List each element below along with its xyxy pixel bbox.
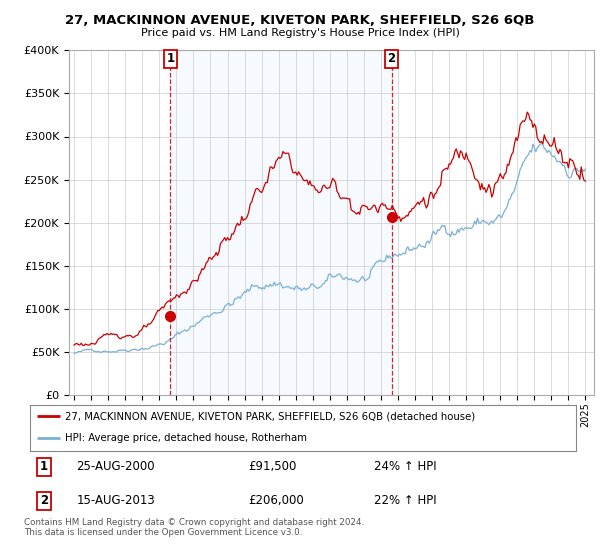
Text: 25-AUG-2000: 25-AUG-2000 — [76, 460, 155, 473]
Text: 2: 2 — [40, 494, 48, 507]
Text: 27, MACKINNON AVENUE, KIVETON PARK, SHEFFIELD, S26 6QB (detached house): 27, MACKINNON AVENUE, KIVETON PARK, SHEF… — [65, 412, 476, 421]
Text: 24% ↑ HPI: 24% ↑ HPI — [374, 460, 437, 473]
Text: 22% ↑ HPI: 22% ↑ HPI — [374, 494, 437, 507]
Text: 27, MACKINNON AVENUE, KIVETON PARK, SHEFFIELD, S26 6QB: 27, MACKINNON AVENUE, KIVETON PARK, SHEF… — [65, 14, 535, 27]
Text: 1: 1 — [40, 460, 48, 473]
Text: HPI: Average price, detached house, Rotherham: HPI: Average price, detached house, Roth… — [65, 433, 307, 443]
Text: Price paid vs. HM Land Registry's House Price Index (HPI): Price paid vs. HM Land Registry's House … — [140, 28, 460, 38]
Text: Contains HM Land Registry data © Crown copyright and database right 2024.
This d: Contains HM Land Registry data © Crown c… — [24, 518, 364, 538]
Text: £206,000: £206,000 — [248, 494, 304, 507]
Text: 1: 1 — [166, 52, 175, 65]
Text: £91,500: £91,500 — [248, 460, 297, 473]
Text: 15-AUG-2013: 15-AUG-2013 — [76, 494, 155, 507]
Bar — [170, 50, 392, 395]
Text: 2: 2 — [388, 52, 395, 65]
